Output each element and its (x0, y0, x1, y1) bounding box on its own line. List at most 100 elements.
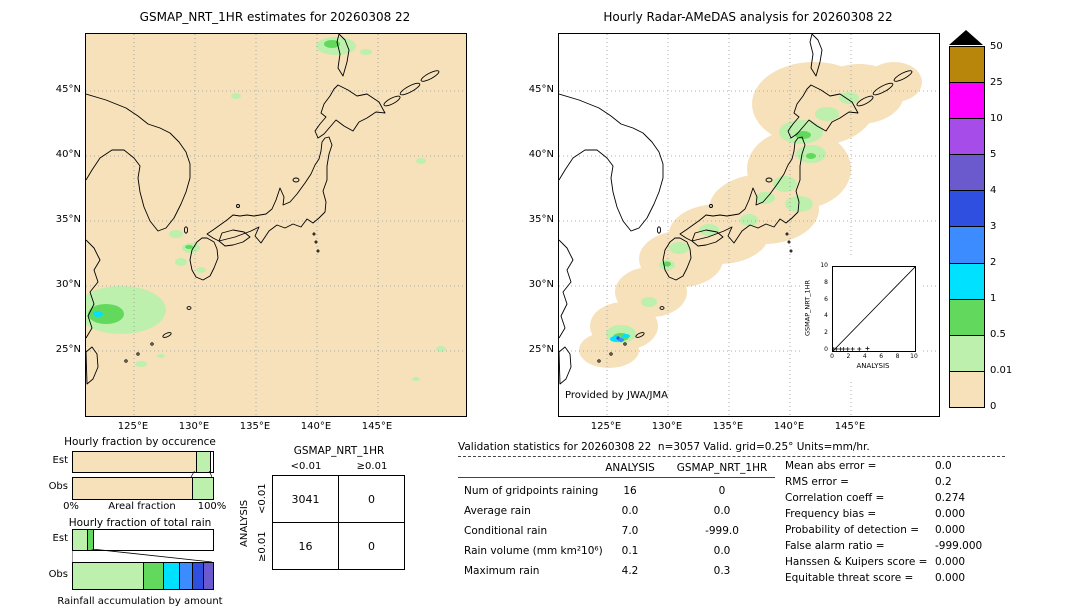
score-label: Equitable threat score = (785, 572, 914, 584)
colorbar (949, 46, 985, 408)
bar-segment (179, 563, 192, 589)
stat-label: Conditional rain (464, 525, 548, 537)
stat-label: Num of gridpoints raining (464, 485, 599, 497)
bar-segment (192, 478, 213, 499)
score-value: 0.000 (935, 524, 966, 536)
inset-y-axis-label: GSMAP_NRT_1HR (803, 279, 812, 337)
scatter-point (850, 347, 855, 351)
occurrence-est-label: Est (52, 455, 68, 466)
contingency-col-header-lt: <0.01 (290, 461, 322, 472)
colorbar-label: 50 (990, 41, 1003, 52)
colorbar-label: 3 (990, 221, 997, 232)
lon-tick-label: 135°E (712, 421, 744, 432)
colorbar-overflow-triangle (949, 30, 983, 45)
lat-tick-label: 40°N (528, 149, 554, 160)
inset-scatter-plot (831, 266, 916, 352)
lon-tick-label: 145°E (361, 421, 393, 432)
inset-x-axis-label: ANALYSIS (856, 362, 890, 370)
bar-segment (73, 563, 143, 589)
score-value: 0.0 (935, 460, 952, 472)
contingency-cell-00: 3041 (272, 475, 339, 523)
stat-gsmap-value: -999.0 (705, 525, 739, 537)
stat-analysis-value: 16 (623, 485, 637, 497)
total-rain-x-axis-label: Rainfall accumulation by amount (57, 596, 223, 607)
bar-segment (73, 452, 196, 472)
scatter-point (834, 347, 839, 351)
total-rain-obs-label: Obs (48, 569, 68, 580)
credit-text: Provided by JWA/JMA (565, 390, 668, 401)
contingency-cell-11: 0 (338, 522, 405, 570)
stat-analysis-value: 7.0 (621, 525, 639, 537)
colorbar-segment (950, 370, 984, 407)
inset-x-tick-label: 8 (895, 353, 900, 360)
total-rain-est-label: Est (52, 533, 68, 544)
lon-tick-label: 130°E (178, 421, 210, 432)
stats-divider-solid (458, 477, 775, 478)
colorbar-segment (950, 298, 984, 335)
colorbar-label: 0.01 (990, 365, 1013, 376)
stat-label: Average rain (464, 505, 531, 517)
grid (86, 34, 466, 416)
lon-tick-label: 135°E (239, 421, 271, 432)
stats-row: Conditional rain 7.0 -999.0 (458, 525, 788, 545)
stat-analysis-value: 0.0 (621, 505, 639, 517)
inset-x-tick-label: 10 (910, 353, 918, 360)
bar-segment (210, 452, 213, 472)
score-label: Correlation coeff = (785, 492, 885, 504)
score-line: RMS error = 0.2 (785, 476, 1025, 488)
bar-segment (87, 530, 93, 550)
lat-tick-label: 40°N (55, 149, 81, 160)
score-value: 0.000 (935, 556, 966, 568)
lon-tick-label: 145°E (834, 421, 866, 432)
score-value: 0.000 (935, 572, 966, 584)
gsmap-estimate-map-canvas (86, 34, 466, 416)
score-label: Frequency bias = (785, 508, 877, 520)
score-label: RMS error = (785, 476, 849, 488)
right-map-title: Hourly Radar-AMeDAS analysis for 2026030… (603, 10, 893, 24)
score-label: Hanssen & Kuipers score = (785, 556, 928, 568)
score-line: Frequency bias = 0.000 (785, 508, 1025, 520)
score-value: -999.000 (935, 540, 983, 552)
occurrence-xmin-label: 0% (63, 501, 79, 512)
stats-row: Rain volume (mm km²10⁶) 0.1 0.0 (458, 545, 788, 565)
scatter-point (841, 347, 846, 351)
bar-segment (143, 563, 163, 589)
colorbar-segment (950, 262, 984, 299)
score-value: 0.2 (935, 476, 952, 488)
occurrence-obs-label: Obs (48, 481, 68, 492)
bar-segment (195, 452, 211, 472)
colorbar-label: 0.5 (990, 329, 1006, 340)
inset-y-tick-label: 4 (824, 312, 828, 320)
colorbar-segment (950, 82, 984, 119)
colorbar-segment (950, 226, 984, 263)
lat-tick-label: 30°N (528, 279, 554, 290)
inset-x-tick-label: 0 (830, 353, 834, 360)
inset-y-tick-label: 6 (824, 295, 828, 303)
colorbar-label: 25 (990, 77, 1003, 88)
inset-y-tick-label: 10 (820, 262, 828, 269)
stat-analysis-value: 4.2 (621, 565, 639, 577)
stat-gsmap-value: 0.3 (713, 565, 731, 577)
bar-segment (92, 530, 213, 550)
score-line: Equitable threat score = 0.000 (785, 572, 1025, 584)
stats-divider-dashed (458, 456, 1005, 457)
stat-gsmap-value: 0.0 (713, 505, 731, 517)
colorbar-segment (950, 334, 984, 371)
colorbar-segment (950, 190, 984, 227)
colorbar-label: 1 (990, 293, 997, 304)
score-label: False alarm ratio = (785, 540, 885, 552)
lat-tick-label: 45°N (528, 84, 554, 95)
contingency-title: GSMAP_NRT_1HR (293, 445, 385, 457)
total-rain-obs-bar (72, 562, 214, 590)
score-line: Probability of detection = 0.000 (785, 524, 1025, 536)
one-to-one-line (832, 266, 916, 352)
colorbar-segment (950, 118, 984, 155)
inset-x-tick-label: 6 (879, 353, 884, 360)
radar-amedas-map-canvas (559, 34, 939, 416)
score-value: 0.000 (935, 508, 966, 520)
stats-row: Maximum rain 4.2 0.3 (458, 565, 788, 585)
occurrence-obs-bar (72, 477, 214, 500)
contingency-row-header-lt: <0.01 (257, 483, 268, 515)
contingency-col-header-ge: ≥0.01 (356, 461, 388, 472)
lat-tick-label: 35°N (55, 214, 81, 225)
